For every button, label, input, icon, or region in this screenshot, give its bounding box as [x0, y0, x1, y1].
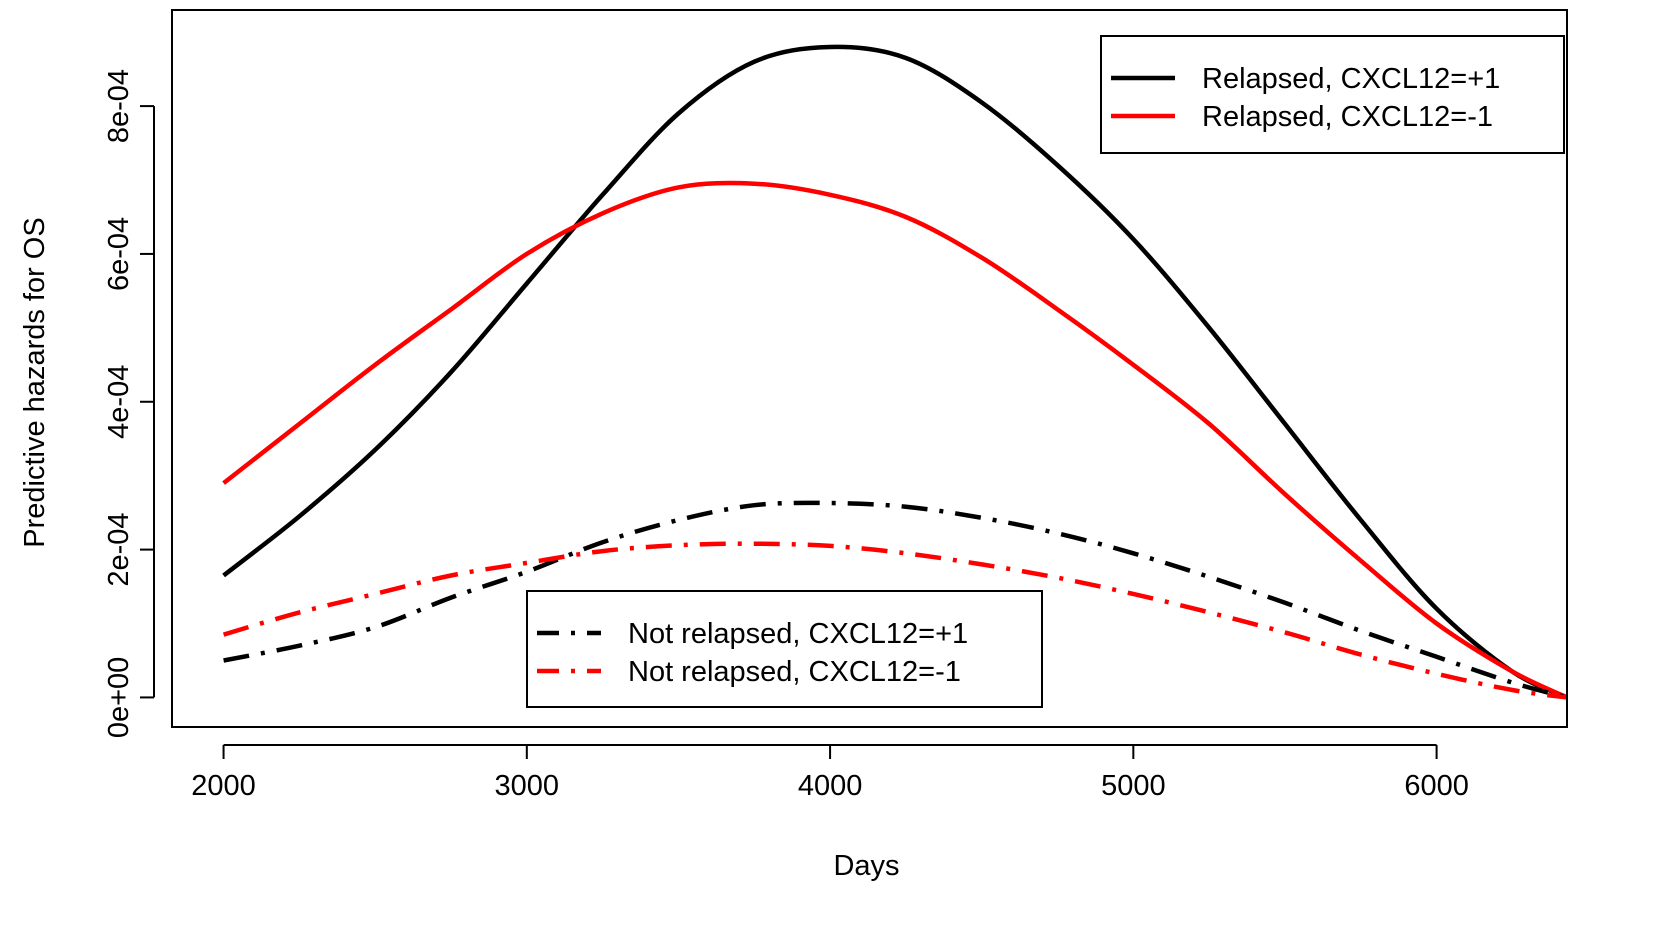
x-tick-label: 4000 — [798, 770, 863, 802]
y-tick-label: 0e+00 — [103, 657, 135, 738]
legend-label-relapsed-cxcl12-1: Relapsed, CXCL12=+1 — [1202, 63, 1500, 95]
x-tick-label: 2000 — [191, 770, 256, 802]
x-tick-label: 5000 — [1101, 770, 1166, 802]
series-line-relapsed-cxcl12-1 — [222, 44, 1568, 700]
legend-top-right: Relapsed, CXCL12=+1 Relapsed, CXCL12=-1 — [1100, 35, 1565, 154]
series-line-relapsed-cxcl12-1 — [222, 180, 1568, 700]
y-tick-label: 8e-04 — [103, 69, 135, 143]
series-line-not-relapsed-cxcl12-1 — [223, 500, 1568, 700]
x-axis-title: Days — [833, 850, 899, 882]
y-tick-label: 6e-04 — [103, 217, 135, 291]
series-line-not-relapsed-cxcl12-1 — [222, 541, 1568, 700]
x-tick-label: 3000 — [495, 770, 560, 802]
legend-box — [526, 590, 1043, 708]
y-axis-title: Predictive hazards for OS — [19, 217, 51, 547]
plot-frame — [171, 9, 1568, 728]
legend-label-relapsed-cxcl12-1: Relapsed, CXCL12=-1 — [1202, 101, 1493, 133]
x-tick-label: 6000 — [1404, 770, 1469, 802]
y-axis: 0e+00 2e-04 4e-04 6e-04 8e-04 — [103, 69, 155, 738]
series-layer — [222, 44, 1568, 700]
y-tick-label: 4e-04 — [103, 365, 135, 439]
legend-bottom-center: Not relapsed, CXCL12=+1 Not relapsed, CXC… — [526, 590, 1043, 708]
legend-label-not-relapsed-cxcl12-1: Not relapsed, CXCL12=-1 — [628, 656, 961, 688]
y-tick-label: 2e-04 — [103, 513, 135, 587]
legend-box — [1100, 35, 1565, 154]
x-axis: 2000 3000 4000 5000 6000 — [191, 744, 1469, 802]
legend-label-not-relapsed-cxcl12-1: Not relapsed, CXCL12=+1 — [628, 618, 968, 650]
